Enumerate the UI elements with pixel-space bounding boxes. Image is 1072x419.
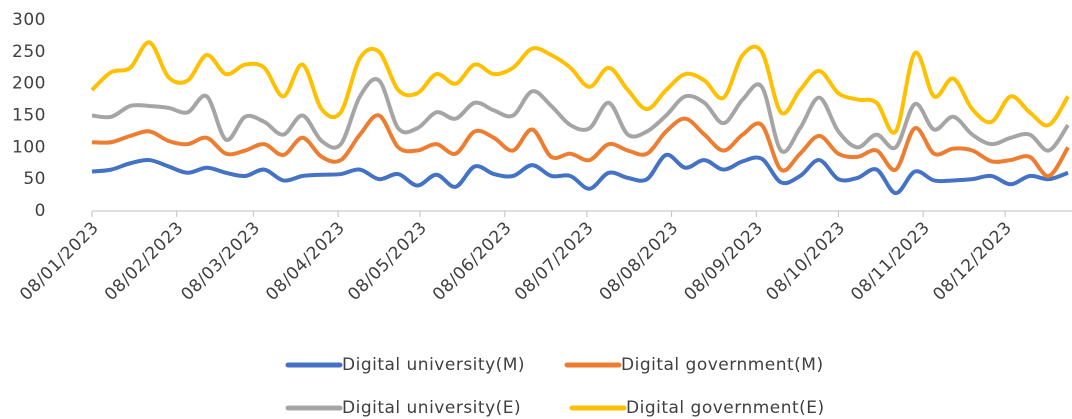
x-tick-label: 08/04/2023 — [262, 218, 349, 305]
y-tick-label: 100 — [12, 137, 46, 157]
x-tick-label: 08/10/2023 — [762, 218, 849, 305]
x-tick-label: 08/08/2023 — [596, 218, 683, 305]
y-tick-label: 250 — [12, 42, 46, 62]
x-tick-label: 08/09/2023 — [680, 218, 767, 305]
series-line — [91, 77, 1070, 154]
legend-label: Digital government(M) — [621, 355, 824, 375]
x-tick-label: 08/12/2023 — [929, 218, 1016, 305]
x-tick-label: 08/02/2023 — [101, 218, 188, 305]
series-line — [90, 40, 1070, 135]
series-line — [91, 152, 1069, 196]
x-tick-label: 08/03/2023 — [177, 218, 264, 305]
y-tick-label: 50 — [23, 169, 46, 189]
legend-label: Digital government(E) — [626, 398, 825, 418]
y-tick-label: 300 — [12, 10, 46, 30]
x-tick-label: 08/07/2023 — [511, 218, 598, 305]
y-tick-label: 150 — [12, 106, 46, 126]
y-tick-label: 0 — [35, 201, 46, 221]
legend-label: Digital university(E) — [342, 398, 521, 418]
x-tick-label: 08/06/2023 — [429, 218, 516, 305]
series-line — [91, 113, 1070, 178]
x-tick-label: 08/11/2023 — [847, 218, 934, 305]
legend-label: Digital university(M) — [342, 355, 525, 375]
x-tick-label: 08/05/2023 — [344, 218, 431, 305]
y-tick-label: 200 — [12, 74, 46, 94]
x-tick-label: 08/01/2023 — [16, 218, 103, 305]
